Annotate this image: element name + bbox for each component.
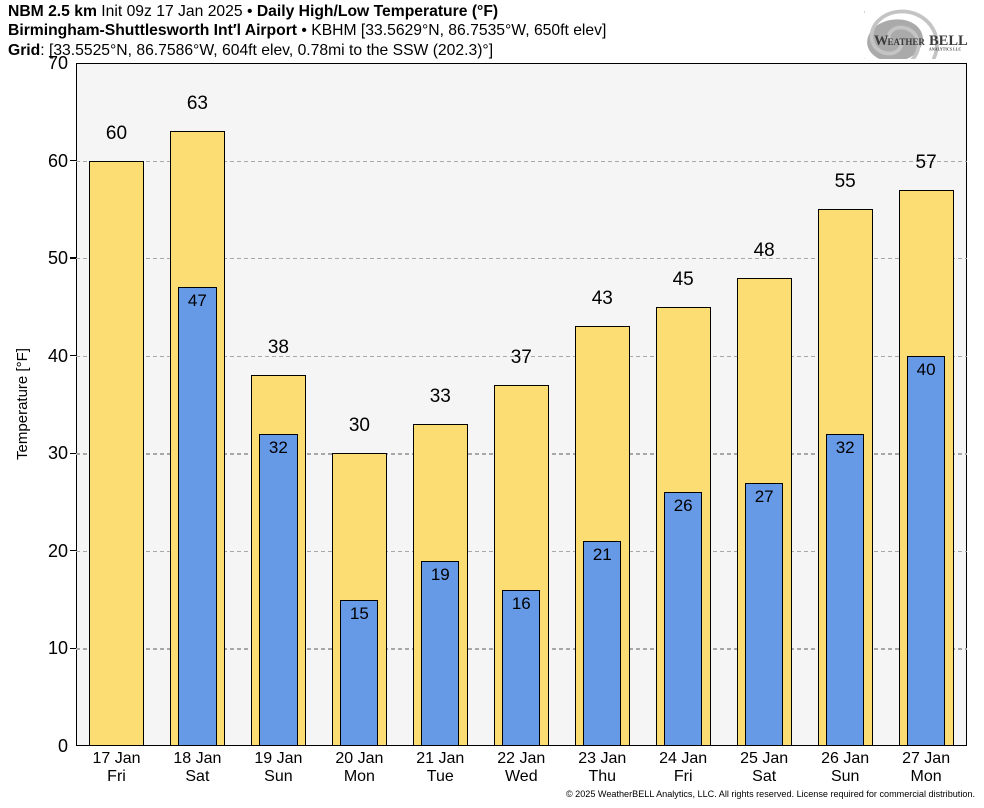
svg-text:BELL: BELL	[929, 33, 968, 49]
svg-text:W: W	[874, 33, 889, 49]
svg-text:ANALYTICS LLC: ANALYTICS LLC	[929, 48, 961, 52]
svg-text:EATHER: EATHER	[888, 37, 926, 47]
